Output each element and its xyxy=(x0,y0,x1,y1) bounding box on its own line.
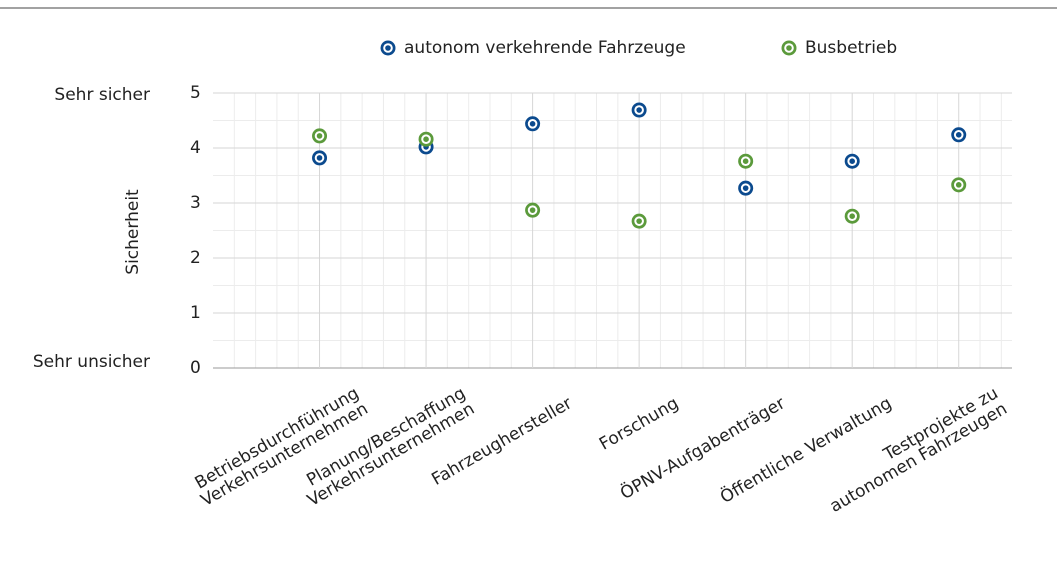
marker-dot xyxy=(636,107,642,113)
y-tick-label: 2 xyxy=(190,248,201,268)
y-tick-label: 0 xyxy=(190,358,201,378)
marker-dot xyxy=(742,158,749,164)
legend-item: autonom verkehrende Fahrzeuge xyxy=(380,38,686,58)
x-tick-label: Forschung xyxy=(596,393,682,454)
y-axis-title: Sicherheit xyxy=(123,189,143,275)
point xyxy=(951,177,967,193)
marker-dot xyxy=(316,133,323,139)
x-tick-label-line: ÖPNV-Aufgabenträger xyxy=(616,392,789,504)
y-tick-label: 4 xyxy=(190,138,201,158)
legend-label: autonom verkehrende Fahrzeuge xyxy=(404,38,686,58)
legend-item: Busbetrieb xyxy=(781,38,897,58)
marker-dot xyxy=(636,218,642,224)
marker-dot xyxy=(955,132,962,138)
y-tick-label: 1 xyxy=(190,303,201,323)
marker-dot xyxy=(529,207,536,213)
point xyxy=(951,127,967,143)
grid xyxy=(213,92,1012,369)
marker-dot xyxy=(849,213,855,219)
marker-dot xyxy=(529,121,536,127)
point xyxy=(525,202,541,218)
point xyxy=(738,180,754,196)
point xyxy=(738,153,754,169)
marker-dot xyxy=(742,185,749,191)
marker-dot xyxy=(955,182,962,188)
point xyxy=(525,116,541,132)
point xyxy=(844,153,860,169)
x-tick-label: Testprojekte zuautonomen Fahrzeugen xyxy=(817,383,1010,517)
y-tick-label: 5 xyxy=(190,83,201,103)
point xyxy=(844,208,860,224)
point xyxy=(631,213,647,229)
marker-dot xyxy=(786,45,792,51)
marker-dot xyxy=(849,158,855,164)
point xyxy=(631,102,647,118)
marker-dot xyxy=(423,136,429,142)
point xyxy=(312,128,328,144)
marker-dot xyxy=(385,45,391,51)
marker-dot xyxy=(316,155,323,161)
legend-label: Busbetrieb xyxy=(805,38,897,58)
point xyxy=(312,150,328,166)
y-top-label: Sehr sicher xyxy=(54,85,150,105)
point xyxy=(418,131,434,147)
y-bottom-label: Sehr unsicher xyxy=(33,352,150,372)
x-tick-label-line: Forschung xyxy=(596,393,682,454)
x-tick-label: ÖPNV-Aufgabenträger xyxy=(616,392,789,504)
y-tick-label: 3 xyxy=(190,193,201,213)
